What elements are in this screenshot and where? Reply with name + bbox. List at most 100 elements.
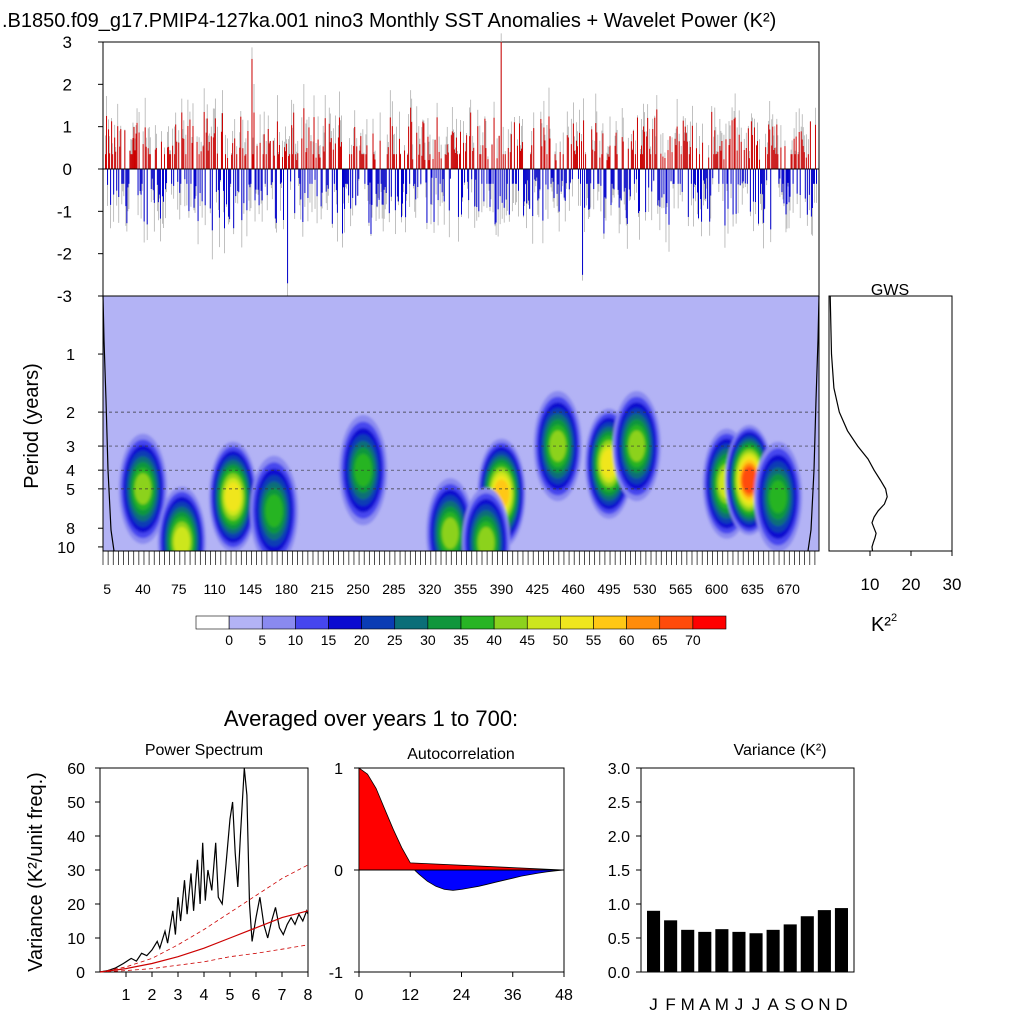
- power-spectrum-x-tick-label: 3: [174, 987, 183, 1004]
- wavelet-x-axis: 5 40 75 110 145 180 215 250 285 320 355 390 425 460 49…: [102, 551, 816, 597]
- variance-y-tick-label: 2.5: [608, 795, 630, 812]
- variance-y-tick-label: 0.0: [608, 965, 630, 982]
- gws-x-tick-label: 30: [943, 575, 962, 594]
- power-spectrum-x-tick-label: 4: [200, 987, 209, 1004]
- anomaly-y-tick-label: 2: [63, 75, 72, 94]
- variance-bar: [664, 920, 678, 972]
- colorbar-swatch: [626, 615, 661, 630]
- wavelet-y-tick-label: 10: [57, 540, 75, 557]
- colorbar-swatch: [659, 615, 694, 630]
- wavelet-x-tick-label: 530: [633, 581, 657, 597]
- wavelet-y-axis: 1 2 3 4 5 8 10: [57, 347, 103, 557]
- colorbar-swatch: [493, 615, 528, 630]
- power-spectrum-y-label: Variance (K²/unit freq.): [25, 772, 47, 972]
- wavelet-x-tick-label: 285: [382, 581, 406, 597]
- variance-y-tick-label: 3.0: [608, 761, 630, 778]
- variance-y-tick-label: 1.5: [608, 863, 630, 880]
- autocorrelation-x-tick-label: 12: [401, 987, 419, 1004]
- colorbar-swatch: [361, 615, 396, 630]
- wavelet-x-tick-label: 250: [346, 581, 370, 597]
- wavelet-x-tick-label: 355: [454, 581, 478, 597]
- wavelet-x-tick-label: 600: [705, 581, 729, 597]
- variance-bar: [817, 910, 831, 972]
- variance-x-tick-label: J: [649, 995, 658, 1014]
- wavelet-y-tick-label: 4: [66, 463, 75, 480]
- wavelet-x-tick-label: 110: [203, 581, 226, 597]
- variance-y-tick-label: 0.5: [608, 931, 630, 948]
- colorbar-label: 40: [486, 632, 502, 648]
- anomaly-y-tick-label: -3: [57, 287, 72, 306]
- variance-bar: [715, 929, 729, 972]
- power-spectrum-x-tick-label: 8: [304, 987, 313, 1004]
- anomaly-y-tick-label: 1: [63, 118, 72, 137]
- colorbar-swatch: [560, 615, 594, 630]
- colorbar-label: 30: [420, 632, 436, 648]
- wavelet-x-tick-label: 320: [418, 581, 442, 597]
- wavelet-x-tick-label: 215: [311, 581, 335, 597]
- wavelet-power-contour: [225, 482, 241, 512]
- wavelet-x-tick-label: 145: [239, 581, 263, 597]
- variance-x-tick-label: D: [835, 995, 847, 1014]
- autocorrelation-axes: 0 12 24 36 48 -1 0 1: [329, 761, 573, 1004]
- variance-bar: [647, 910, 661, 972]
- colorbar-swatch: [261, 615, 296, 630]
- colorbar-label: 60: [619, 632, 635, 648]
- power-spectrum-x-tick-label: 7: [278, 987, 287, 1004]
- colorbar-label: 55: [586, 632, 602, 648]
- anomaly-y-tick-label: -1: [57, 202, 72, 221]
- power-spectrum-panel: Power Spectrum Variance (K²/unit freq.) …: [25, 742, 313, 1004]
- wavelet-x-tick-label: 5: [103, 581, 111, 597]
- wavelet-y-tick-label: 5: [66, 482, 75, 499]
- colorbar-swatch: [394, 615, 429, 630]
- colorbar-label: 50: [553, 632, 569, 648]
- colorbar-label: 25: [387, 632, 403, 648]
- cone-of-influence-right: [807, 295, 820, 552]
- wavelet-plot-frame: [102, 295, 820, 552]
- colorbar-label: 70: [685, 632, 701, 648]
- variance-x-tick-label: O: [801, 995, 814, 1014]
- colorbar-swatch: [295, 615, 329, 630]
- wavelet-power-contour: [265, 494, 283, 528]
- colorbar-label: 10: [288, 632, 304, 648]
- variance-title: Variance (K²): [733, 742, 826, 759]
- gws-x-axis: 10 20 30: [861, 551, 962, 594]
- colorbar-swatch: [526, 615, 561, 630]
- wavelet-x-tick-label: 390: [490, 581, 514, 597]
- power-spectrum-x-tick-label: 6: [252, 987, 261, 1004]
- variance-bar: [766, 929, 780, 972]
- anomaly-bars: [105, 33, 817, 303]
- colorbar-label: 20: [354, 632, 370, 648]
- power-spectrum-title: Power Spectrum: [145, 742, 263, 759]
- power-spectrum-spectrum-line: [99, 767, 309, 973]
- power-spectrum-axes: 1 2 3 4 5 6 7 8 0 10 20 30 40 50 60: [67, 761, 312, 1004]
- wavelet-x-tick-label: 180: [275, 581, 299, 597]
- power-spectrum-y-tick-label: 0: [76, 965, 85, 982]
- wavelet-reference-lines: [103, 411, 819, 490]
- power-spectrum-x-tick-label: 2: [148, 987, 157, 1004]
- wavelet-x-tick-label: 425: [526, 581, 550, 597]
- variance-axes: J F M A M J J A S O N D0.00.51.01.52.02.53.0: [608, 761, 848, 1014]
- wavelet-power-contour: [441, 517, 459, 549]
- autocorrelation-y-tick-label: 1: [334, 761, 343, 778]
- wavelet-power-contour: [741, 466, 757, 494]
- variance-x-tick-label: M: [715, 995, 729, 1014]
- cone-of-influence-left: [102, 295, 115, 552]
- colorbar: 0 5 10 15 20 25 30 35 40 45 50 55 60 65 70: [195, 615, 727, 648]
- autocorrelation-x-tick-label: 24: [453, 987, 471, 1004]
- wavelet-y-tick-label: 8: [66, 521, 75, 538]
- variance-bar: [783, 924, 797, 972]
- variance-bar: [749, 933, 763, 972]
- wavelet-x-tick-label: 670: [777, 581, 801, 597]
- autocorrelation-x-tick-label: 0: [355, 987, 364, 1004]
- autocorrelation-title: Autocorrelation: [407, 746, 515, 763]
- power-spectrum-x-tick-label: 5: [226, 987, 235, 1004]
- colorbar-label: 5: [258, 632, 266, 648]
- variance-bar: [681, 929, 695, 972]
- wavelet-y-tick-label: 1: [66, 347, 75, 364]
- autocorrelation-area: [358, 767, 565, 891]
- figure-title: .B1850.f09_g17.PMIP4-127ka.001 nino3 Mon…: [2, 10, 776, 32]
- power-spectrum-y-tick-label: 60: [67, 761, 85, 778]
- wavelet-x-tick-label: 75: [171, 581, 187, 597]
- variance-y-tick-label: 1.0: [608, 897, 630, 914]
